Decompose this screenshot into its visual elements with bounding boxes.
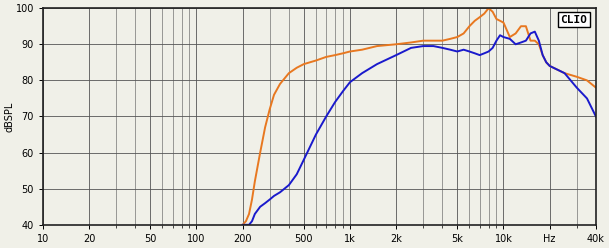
- Text: CLIO: CLIO: [561, 15, 588, 25]
- Y-axis label: dBSPL: dBSPL: [4, 101, 14, 132]
